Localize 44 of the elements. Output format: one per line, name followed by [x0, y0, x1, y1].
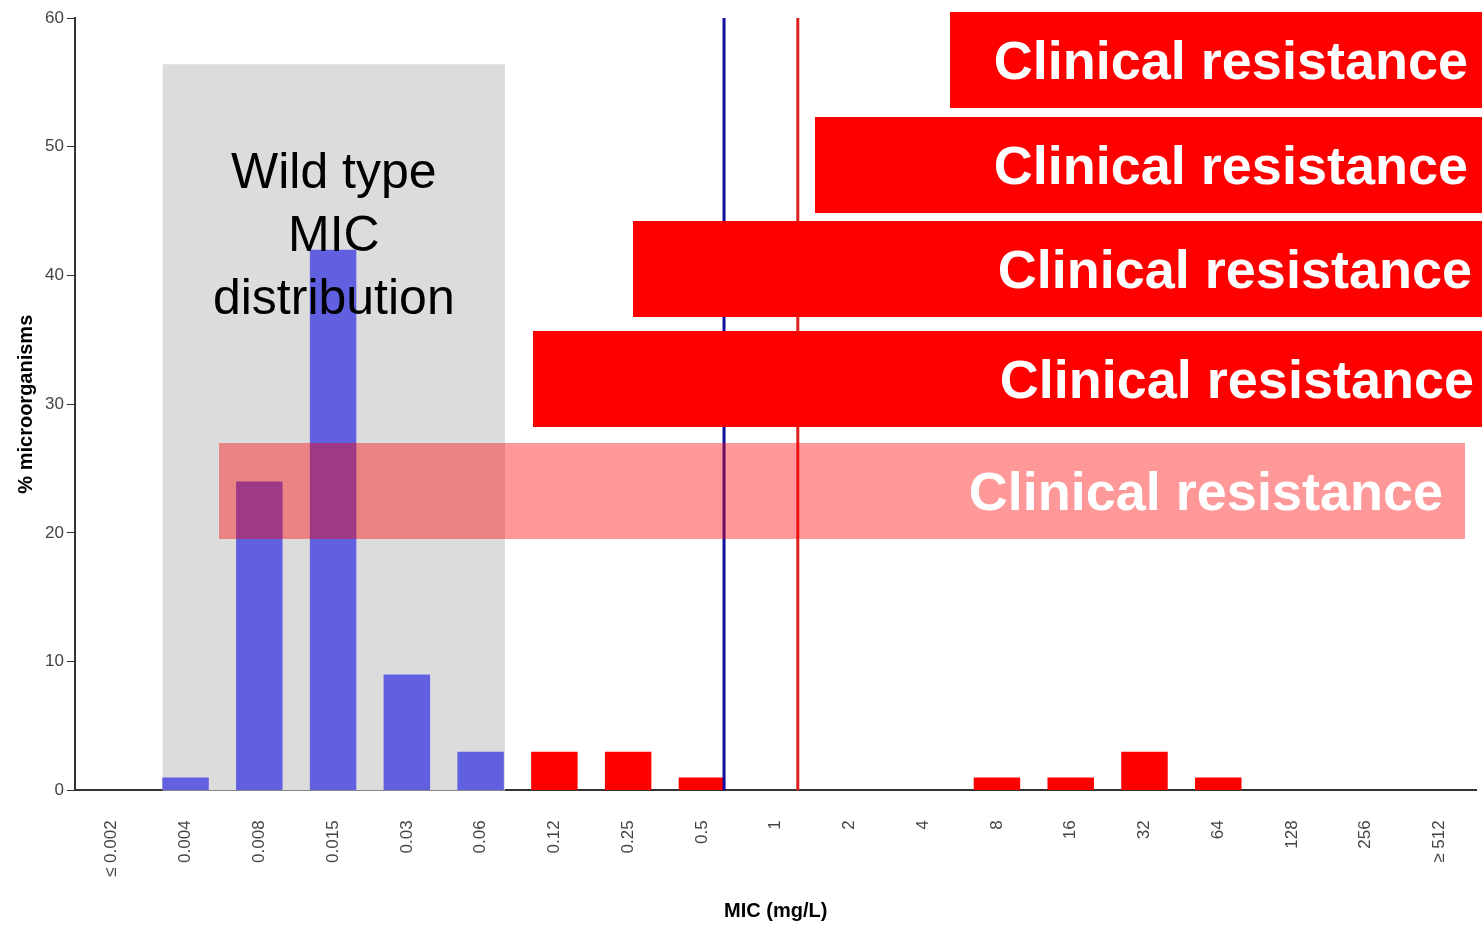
x-tick-label: 32: [1134, 820, 1154, 840]
x-tick-label: 64: [1207, 820, 1227, 840]
x-tick-label: 256: [1355, 820, 1375, 849]
y-tick-label: 50: [44, 136, 64, 156]
callout: Clinical resistance: [533, 331, 1482, 427]
bar: [604, 751, 652, 790]
callout: Clinical resistance: [219, 443, 1465, 539]
y-tick-label: 0: [54, 780, 64, 800]
x-tick-label: 0.5: [691, 820, 711, 845]
bar: [162, 777, 209, 790]
bar: [1121, 751, 1168, 790]
y-tick-label: 20: [44, 522, 64, 542]
x-tick-label: 128: [1281, 820, 1301, 849]
y-tick-label: 40: [44, 265, 64, 285]
y-axis-title: % microorganisms: [13, 314, 36, 494]
x-tick-label: 0.25: [617, 820, 637, 854]
bar: [1195, 777, 1242, 790]
callout: Clinical resistance: [950, 12, 1482, 108]
x-tick-label: 8: [986, 820, 1006, 830]
bar: [678, 777, 726, 790]
x-tick-label: 4: [912, 820, 932, 830]
y-tick-label: 10: [44, 651, 64, 671]
x-axis-title: MIC (mg/L): [724, 898, 828, 921]
bar: [973, 777, 1021, 790]
x-tick-label: 0.12: [544, 820, 564, 854]
x-tick-label: 0.008: [249, 820, 269, 863]
y-tick-label: 60: [44, 7, 64, 27]
x-tick-label: 0.015: [322, 820, 342, 863]
x-tick-label: ≥ 512: [1429, 820, 1449, 863]
x-tick-label: 16: [1060, 820, 1080, 840]
bar: [531, 751, 578, 790]
callout: Clinical resistance: [815, 117, 1482, 213]
x-tick-label: ≤ 0.002: [101, 820, 121, 878]
bar: [1047, 777, 1094, 790]
bar: [236, 481, 283, 790]
x-tick-label: 0.06: [470, 820, 490, 854]
y-tick-label: 30: [44, 393, 64, 413]
bar: [383, 674, 431, 790]
callout: Clinical resistance: [633, 221, 1482, 317]
x-tick-label: 1: [765, 820, 785, 830]
x-tick-label: 0.03: [396, 820, 416, 854]
x-tick-label: 2: [839, 820, 859, 830]
x-tick-label: 0.004: [175, 820, 195, 863]
bar: [457, 751, 504, 790]
